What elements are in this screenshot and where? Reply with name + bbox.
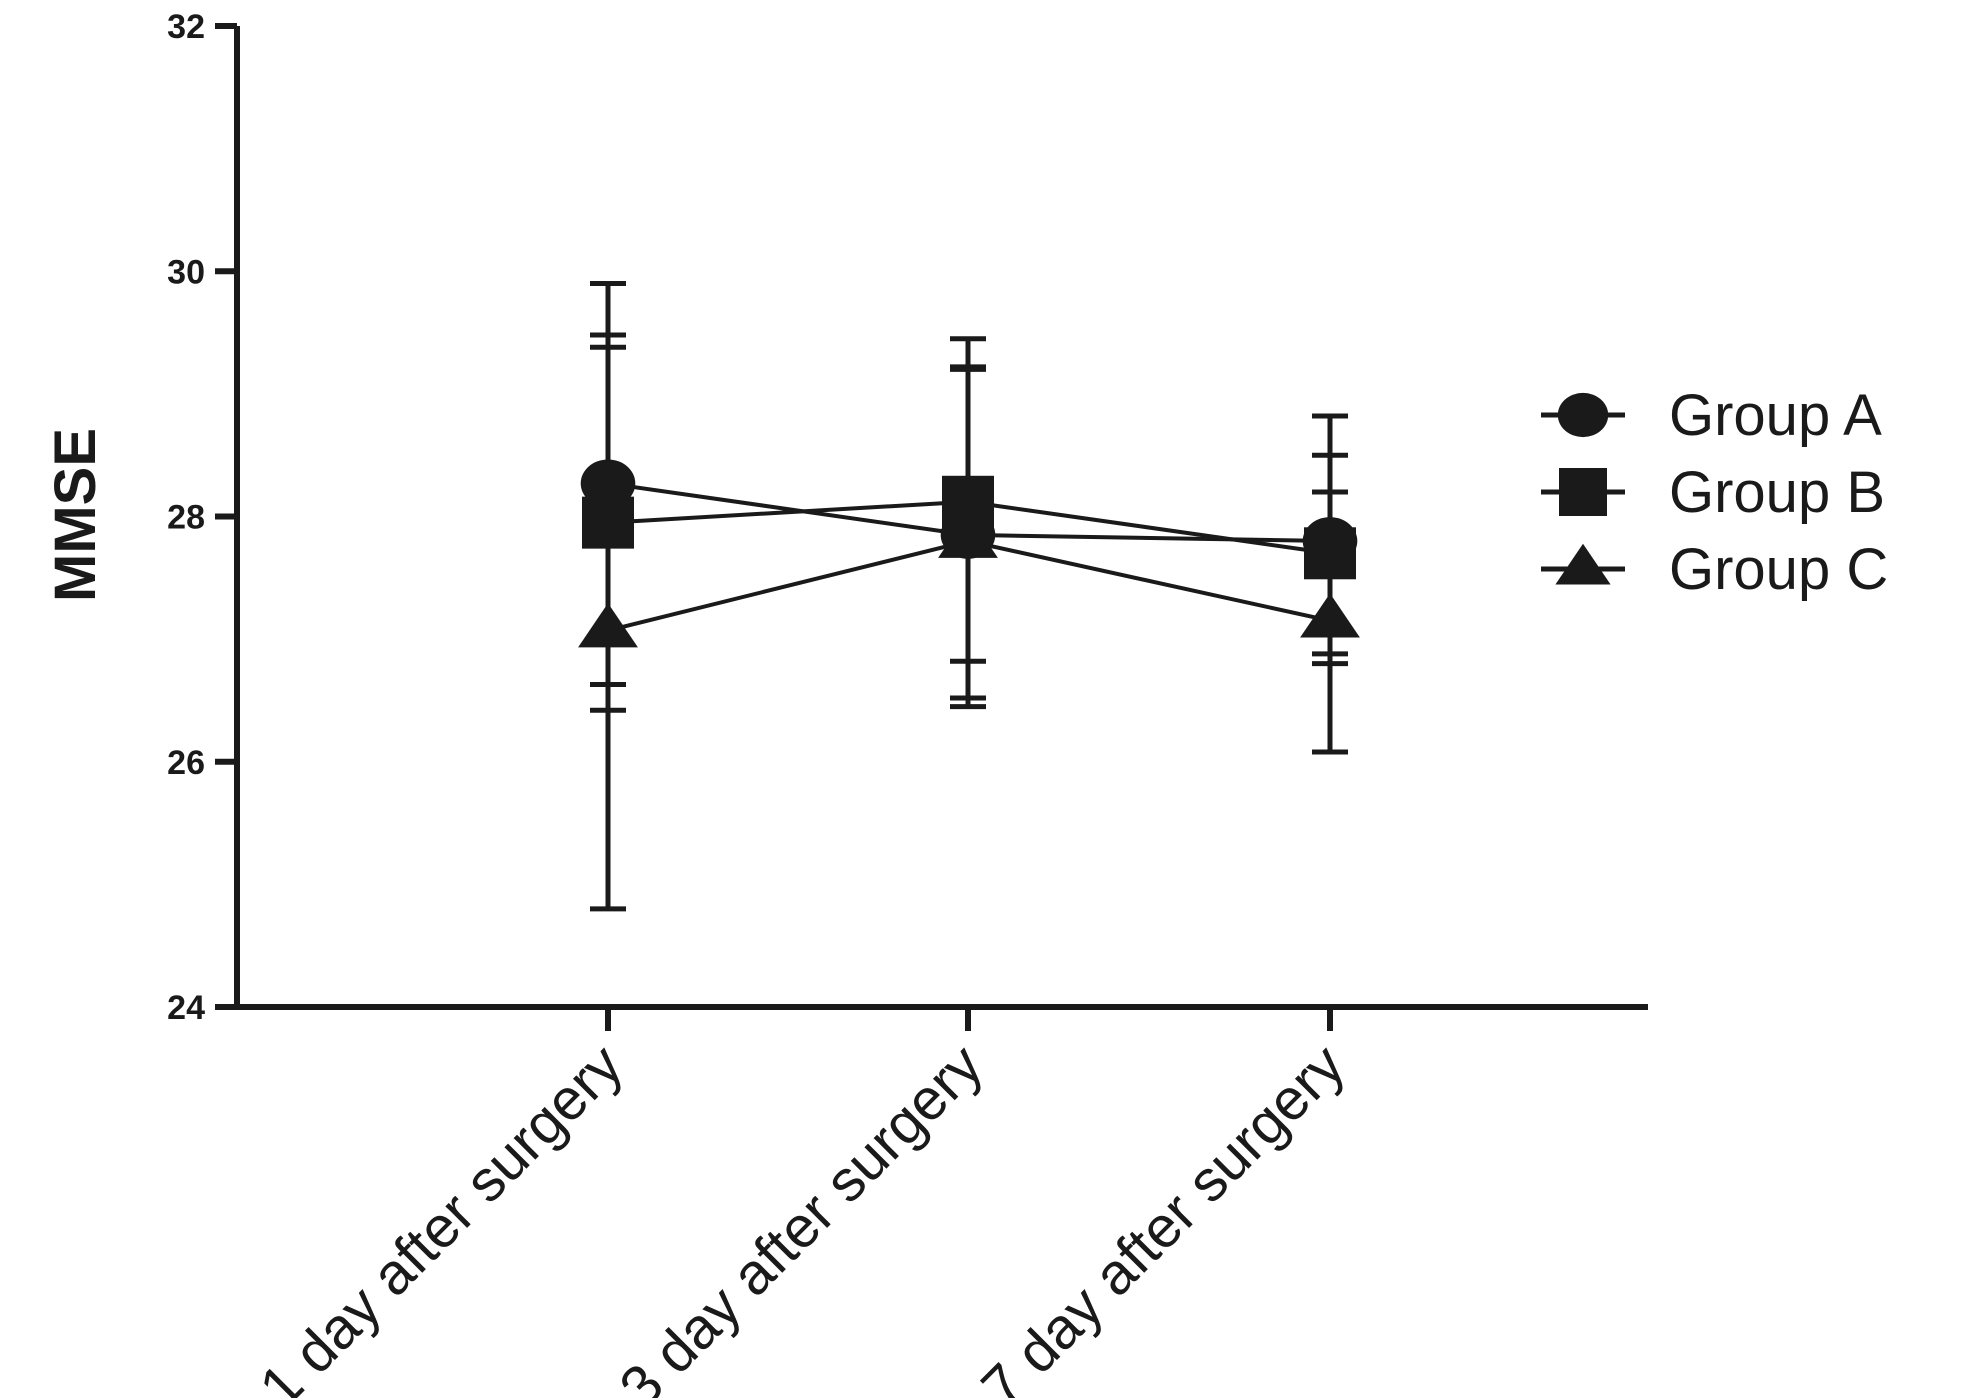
legend-marker-group-b (1559, 468, 1607, 516)
y-axis-title: MMSE (43, 428, 108, 602)
y-tick-label: 24 (167, 989, 205, 1027)
legend-label-group-b: Group B (1669, 460, 1885, 525)
group-c-point (938, 513, 998, 558)
legend-item-group-c: Group C (1541, 537, 1888, 602)
legend-marker-group-c (1555, 543, 1611, 585)
legend: Group A Group B Group C (1541, 383, 1888, 602)
group-c-point (578, 603, 638, 648)
legend-item-group-a: Group A (1541, 383, 1882, 448)
y-tick-label: 32 (167, 8, 205, 46)
group-c-point (1300, 593, 1360, 638)
legend-label-group-a: Group A (1669, 383, 1882, 448)
y-tick-label: 30 (167, 253, 205, 291)
series-group-c (578, 344, 1360, 912)
legend-label-group-c: Group C (1669, 537, 1888, 602)
legend-item-group-b: Group B (1541, 460, 1885, 525)
y-tick-label: 26 (167, 744, 205, 782)
series-layer (578, 281, 1360, 912)
legend-marker-group-a (1557, 392, 1609, 438)
y-tick-label: 28 (167, 499, 205, 537)
